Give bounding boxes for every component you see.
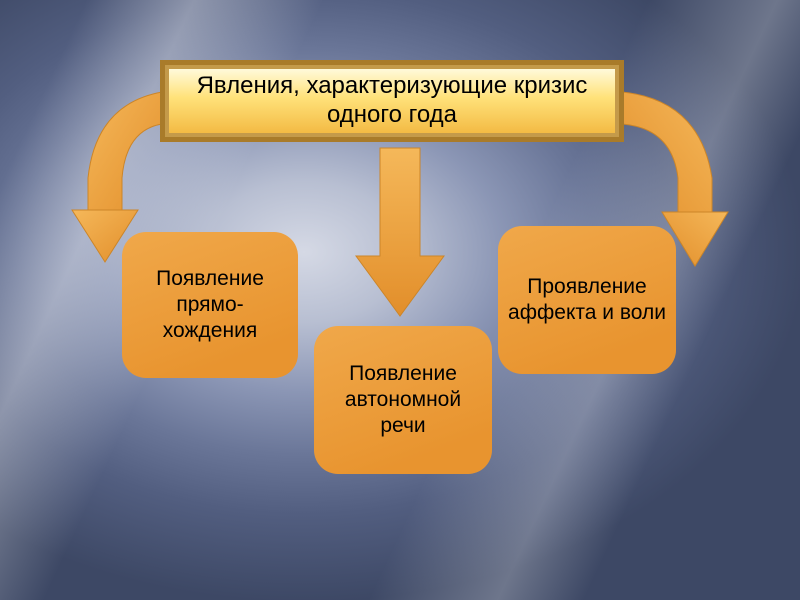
title-box: Явления, характеризующие кризис одного г…: [160, 60, 624, 142]
box-speech: Появление автономной речи: [314, 326, 492, 474]
box-walking: Появление прямо-хождения: [122, 232, 298, 378]
box-affect: Проявление аффекта и воли: [498, 226, 676, 374]
box-walking-text: Появление прямо-хождения: [132, 266, 288, 345]
title-text: Явления, характеризующие кризис одного г…: [181, 72, 603, 130]
box-affect-text: Проявление аффекта и воли: [508, 274, 666, 327]
box-speech-text: Появление автономной речи: [324, 361, 482, 440]
